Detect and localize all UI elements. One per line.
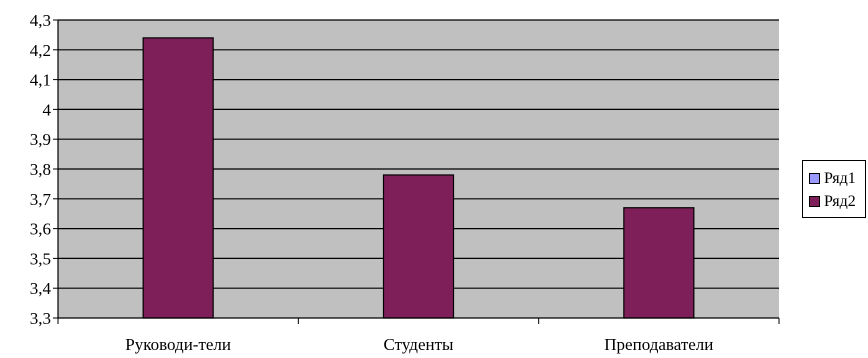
- legend-swatch-series-2: [809, 196, 820, 207]
- x-tick-label: Студенты: [384, 335, 454, 354]
- legend: Ряд1 Ряд2: [802, 160, 866, 218]
- legend-item-series-1: Ряд1: [809, 167, 865, 190]
- bar-1: [142, 37, 214, 319]
- bar-2: [382, 174, 455, 319]
- y-tick-label: 3,5: [30, 249, 51, 268]
- y-tick-label: 4,2: [30, 41, 51, 60]
- y-tick-label: 4: [43, 100, 52, 119]
- y-tick-label: 3,3: [30, 309, 51, 328]
- y-tick-label: 4,1: [30, 71, 51, 90]
- x-tick-labels: Руководи-тели Студенты Преподаватели: [125, 335, 713, 354]
- y-tick-label: 3,8: [30, 160, 51, 179]
- y-tick-label: 3,9: [30, 130, 51, 149]
- legend-label-series-2: Ряд2: [824, 192, 856, 210]
- x-tick-label: Преподаватели: [604, 335, 713, 354]
- y-tick-labels: 3,3 3,4 3,5 3,6 3,7 3,8 3,9 4 4,1 4,2 4,3: [30, 11, 58, 328]
- bars: [142, 37, 695, 319]
- y-tick-label: 3,6: [30, 220, 51, 239]
- x-tick-label: Руководи-тели: [125, 335, 231, 354]
- y-tick-label: 3,4: [30, 279, 52, 298]
- bar-3: [623, 207, 695, 319]
- legend-item-series-2: Ряд2: [809, 190, 865, 213]
- y-tick-label: 4,3: [30, 11, 51, 30]
- legend-label-series-1: Ряд1: [824, 169, 856, 187]
- y-tick-label: 3,7: [30, 190, 52, 209]
- legend-swatch-series-1: [809, 173, 820, 184]
